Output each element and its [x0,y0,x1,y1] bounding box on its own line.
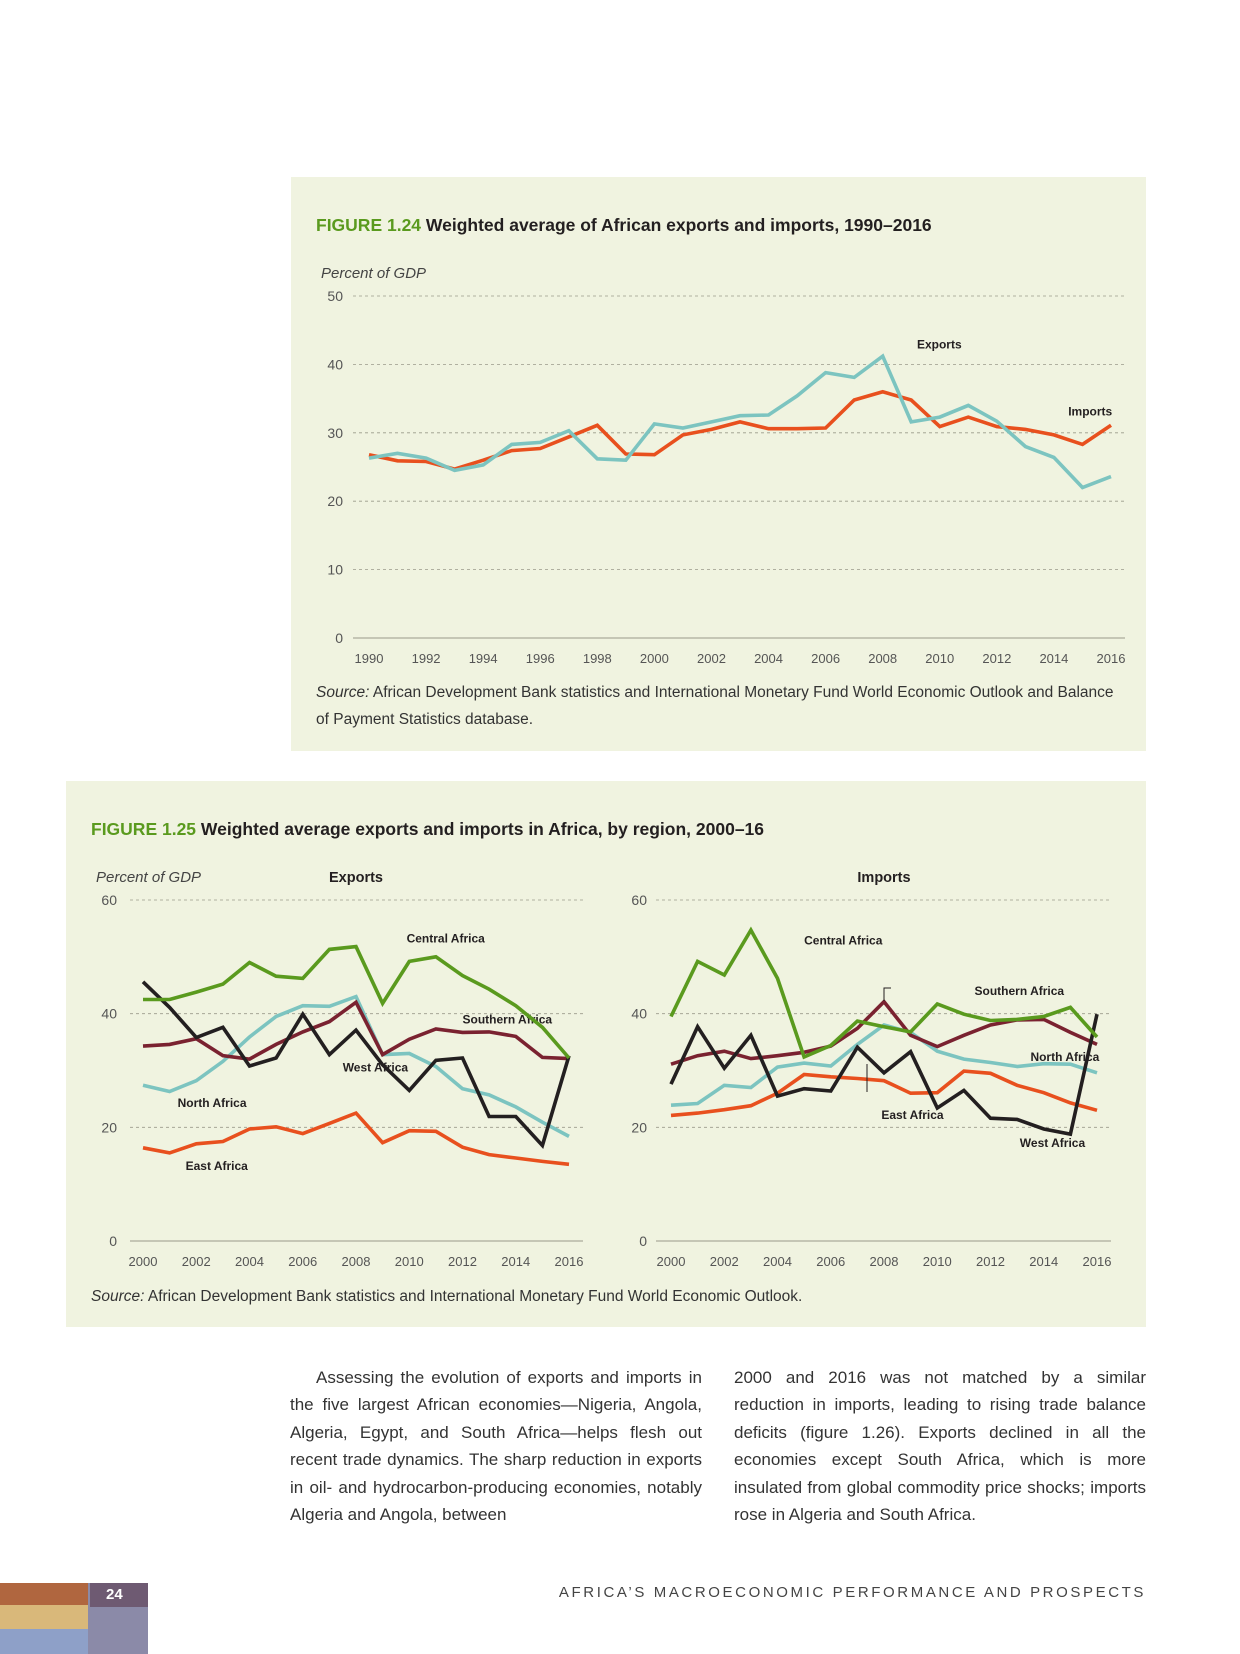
x-tick-label: 2000 [129,1254,158,1269]
y-tick-label: 20 [101,1119,117,1135]
x-tick-label: 1994 [469,651,498,666]
series-line-east-africa [142,1110,570,1167]
x-tick-label: 2016 [1097,651,1126,666]
series-line-exports [368,353,1112,490]
running-title: AFRICA’S MACROECONOMIC PERFORMANCE AND P… [558,1584,1146,1601]
x-tick-label: 2000 [640,651,669,666]
page-number-box [90,1583,148,1607]
y-tick-label: 40 [101,1006,117,1022]
x-tick-label: 2004 [763,1254,792,1269]
y-tick-label: 50 [327,288,343,304]
page-number: 24 [106,1586,123,1603]
leader-line-southern-africa [883,987,891,1001]
series-label-southern-africa: Southern Africa [975,984,1065,998]
figure-1-25-title: FIGURE 1.25 Weighted average exports and… [91,819,764,840]
series-line-central-africa [143,944,571,1060]
x-tick-label: 2008 [868,651,897,666]
x-tick-label: 2016 [1083,1254,1112,1269]
x-tick-label: 2002 [697,651,726,666]
x-tick-label: 2002 [182,1254,211,1269]
series-line-east-africa [670,1069,1098,1118]
x-tick-label: 1996 [526,651,555,666]
x-tick-label: 2016 [555,1254,584,1269]
y-tick-label: 40 [631,1006,647,1022]
x-tick-label: 2006 [288,1254,317,1269]
figure-number: FIGURE 1.24 [316,215,422,235]
figure-1-25-panel [66,781,1146,1327]
x-tick-label: 2010 [923,1254,952,1269]
x-tick-label: 2000 [657,1254,686,1269]
y-tick-label: 20 [327,493,343,509]
figure-1-24-title: FIGURE 1.24 Weighted average of African … [316,215,932,236]
y-tick-label: 20 [631,1119,647,1135]
series-label-east-africa: East Africa [881,1108,944,1122]
body-paragraph-col2: 2000 and 2016 was not matched by a simil… [734,1368,1146,1525]
series-line-north-africa [670,1023,1098,1107]
x-tick-label: 1998 [583,651,612,666]
y-tick-label: 0 [109,1233,117,1249]
series-label-central-africa: Central Africa [407,932,486,946]
x-tick-label: 2010 [925,651,954,666]
y-tick-label: 30 [327,425,343,441]
x-tick-label: 1990 [355,651,384,666]
y-tick-label: 40 [327,356,343,372]
x-tick-label: 2010 [395,1254,424,1269]
series-label-imports: Imports [1068,405,1112,419]
series-line-north-africa [142,994,570,1138]
x-tick-label: 2012 [976,1254,1005,1269]
x-tick-label: 2012 [448,1254,477,1269]
x-tick-label: 2014 [1029,1254,1058,1269]
series-line-central-africa [669,926,1099,1060]
x-tick-label: 2006 [811,651,840,666]
x-tick-label: 2006 [816,1254,845,1269]
figure-1-24-source: Source: African Development Bank statist… [316,679,1126,733]
body-paragraph-col1: Assessing the evolution of exports and i… [290,1368,702,1525]
series-label-west-africa: West Africa [1020,1136,1086,1150]
x-tick-label: 2004 [235,1254,264,1269]
panel-heading: Imports [857,870,910,886]
panel-heading: Exports [329,870,383,886]
series-label-north-africa: North Africa [1030,1050,1099,1064]
y-tick-label: 0 [639,1233,647,1249]
series-label-east-africa: East Africa [186,1159,249,1173]
x-tick-label: 2012 [982,651,1011,666]
series-line-west-africa [669,1013,1099,1137]
y-axis-label: Percent of GDP [321,265,426,282]
series-line-west-africa [141,980,571,1150]
source-label: Source: [316,684,370,701]
x-tick-label: 2004 [754,651,783,666]
x-tick-label: 2014 [1039,651,1068,666]
series-line-southern-africa [142,999,570,1061]
series-label-west-africa: West Africa [343,1061,409,1075]
figure-title-text: Weighted average exports and imports in … [200,819,765,839]
x-tick-label: 2002 [710,1254,739,1269]
x-tick-label: 2014 [501,1254,530,1269]
x-tick-label: 2008 [342,1254,371,1269]
source-text: African Development Bank statistics and … [316,684,1114,728]
series-label-central-africa: Central Africa [804,933,883,947]
page-number-tab: 24 [0,1583,148,1654]
x-tick-label: 2008 [870,1254,899,1269]
source-text: African Development Bank statistics and … [144,1288,803,1305]
series-label-exports: Exports [917,338,962,352]
figure-1-25-source: Source: African Development Bank statist… [91,1283,1131,1310]
y-tick-label: 10 [327,562,343,578]
y-axis-label: Percent of GDP [96,869,201,886]
x-tick-label: 1992 [412,651,441,666]
y-tick-label: 60 [631,892,647,908]
source-label: Source: [91,1288,145,1305]
series-label-north-africa: North Africa [178,1096,247,1110]
y-tick-label: 0 [335,630,343,646]
figure-title-text: Weighted average of African exports and … [425,215,932,235]
figure-number: FIGURE 1.25 [91,819,197,839]
y-tick-label: 60 [101,892,117,908]
